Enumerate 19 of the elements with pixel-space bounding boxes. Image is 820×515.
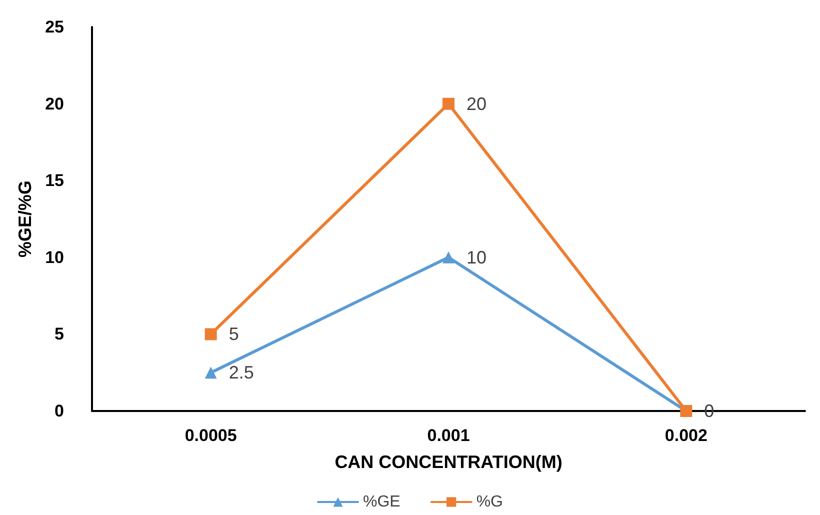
x-axis-title: CAN CONCENTRATION(M)	[334, 452, 562, 472]
y-tick-label: 25	[45, 18, 64, 36]
data-label: 10	[466, 247, 487, 268]
y-axis-title: %GE/%G	[15, 180, 35, 258]
x-tick-label: 0.001	[427, 426, 470, 445]
y-tick-label: 5	[54, 324, 64, 344]
data-label: 20	[466, 94, 487, 114]
point	[442, 98, 454, 110]
y-tick-label: 10	[45, 248, 64, 267]
legend-label: %GE	[362, 494, 400, 510]
y-tick-label: 0	[54, 402, 64, 420]
y-tick-label: 15	[45, 171, 64, 190]
x-tick-label: 0.0005	[184, 426, 237, 445]
data-label: 5	[228, 324, 239, 344]
x-tick-label: 0.002	[664, 426, 708, 445]
legend-label: %G	[476, 494, 504, 510]
point	[204, 328, 217, 340]
y-tick-label: 20	[45, 94, 64, 114]
data-label: 2.5	[228, 362, 254, 383]
